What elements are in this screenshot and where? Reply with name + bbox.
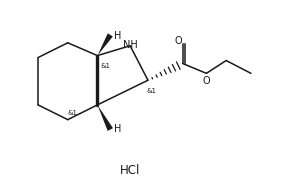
Text: NH: NH: [123, 40, 137, 50]
Polygon shape: [97, 105, 113, 131]
Text: H: H: [113, 31, 121, 41]
Polygon shape: [97, 33, 113, 56]
Text: O: O: [203, 76, 210, 86]
Text: HCl: HCl: [120, 164, 140, 177]
Text: &1: &1: [68, 110, 78, 116]
Text: &1: &1: [147, 88, 157, 94]
Text: &1: &1: [100, 63, 110, 69]
Text: O: O: [175, 36, 182, 46]
Text: H: H: [113, 124, 121, 134]
